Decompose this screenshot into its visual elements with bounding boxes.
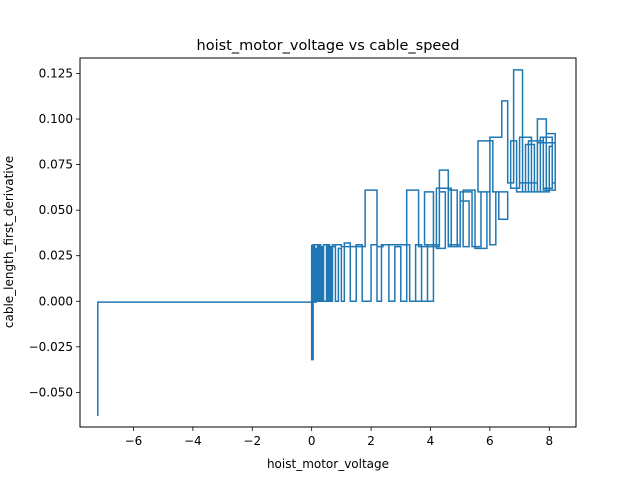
x-axis: −6 −4 −2 0 2 4 6 8 bbox=[125, 427, 553, 448]
series-line-2 bbox=[489, 69, 556, 193]
y-tick-label: −0.025 bbox=[29, 340, 73, 354]
x-tick-label: 8 bbox=[545, 434, 553, 448]
y-tick-label: 0.100 bbox=[39, 112, 73, 126]
y-tick-label: −0.050 bbox=[29, 385, 73, 399]
x-tick-label: −4 bbox=[184, 434, 202, 448]
plot-area bbox=[97, 69, 556, 417]
y-axis-label: cable_length_first_derivative bbox=[2, 156, 16, 328]
x-tick-label: −6 bbox=[125, 434, 143, 448]
series-line-0 bbox=[97, 189, 435, 417]
x-tick-label: 4 bbox=[427, 434, 435, 448]
x-tick-label: 6 bbox=[486, 434, 494, 448]
x-tick-label: −2 bbox=[243, 434, 261, 448]
plot-frame bbox=[79, 57, 577, 428]
y-tick-label: 0.075 bbox=[39, 158, 73, 172]
x-tick-label: 2 bbox=[367, 434, 375, 448]
series-line-1 bbox=[405, 140, 509, 250]
y-tick-label: 0.000 bbox=[39, 294, 73, 308]
chart-title: hoist_motor_voltage vs cable_speed bbox=[197, 38, 460, 54]
y-tick-label: 0.050 bbox=[39, 203, 73, 217]
y-tick-label: 0.125 bbox=[39, 66, 73, 80]
x-tick-label: 0 bbox=[308, 434, 316, 448]
x-axis-label: hoist_motor_voltage bbox=[267, 457, 389, 471]
y-tick-label: 0.025 bbox=[39, 249, 73, 263]
y-axis: −0.050 −0.025 0.000 0.025 0.050 0.075 0.100 0.1… bbox=[29, 66, 80, 399]
